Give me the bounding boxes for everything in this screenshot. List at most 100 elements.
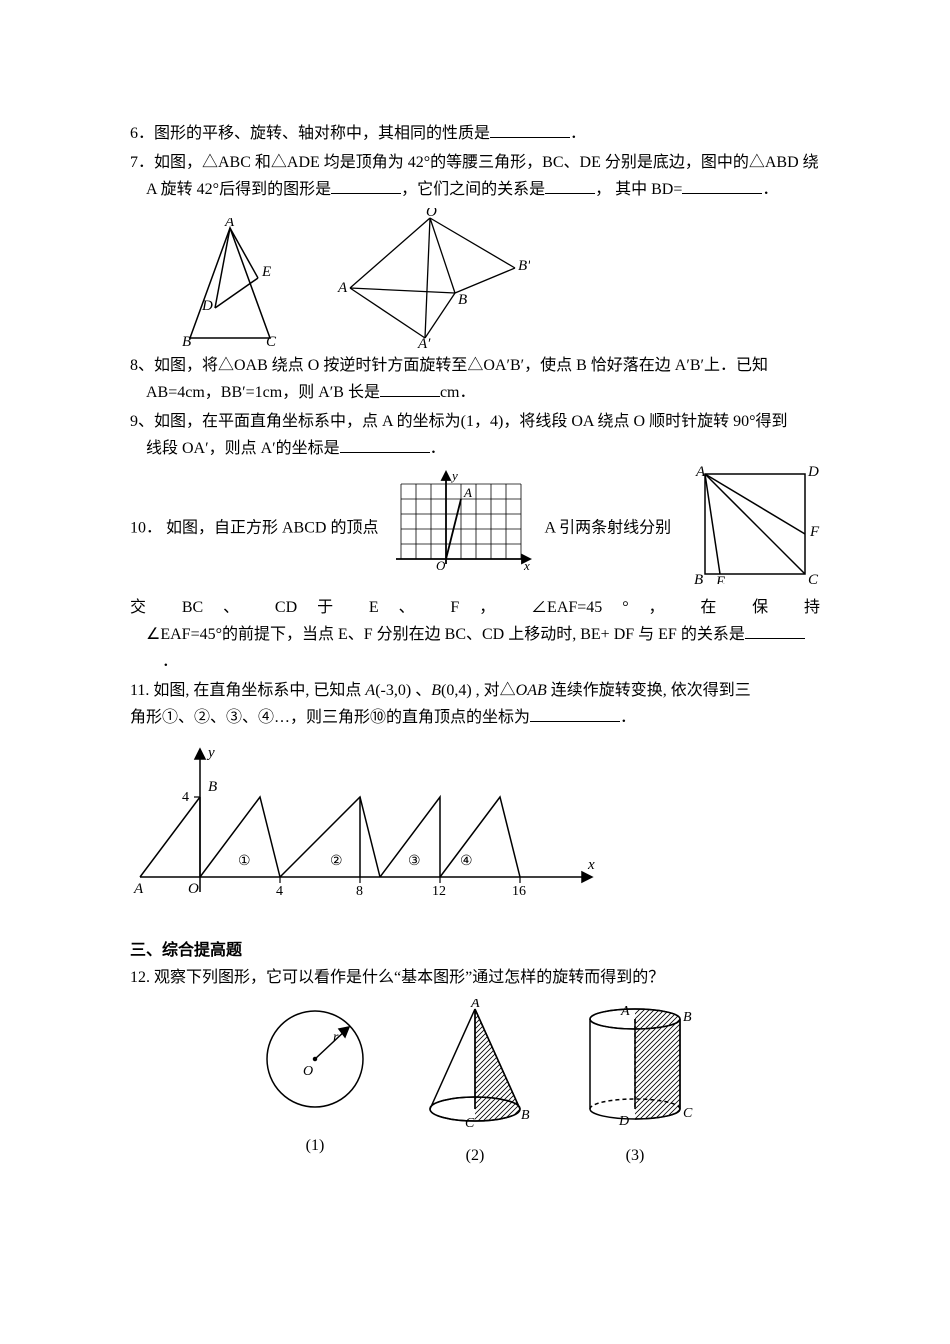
grid-y: y	[450, 468, 458, 483]
q12-fig2-svg: A B C	[415, 999, 535, 1129]
grid-x: x	[523, 558, 530, 573]
q10-p1b: A 引两条射线分别	[544, 520, 671, 537]
q11-OAB: OAB	[516, 682, 547, 699]
q12-fig1-svg: O r	[255, 999, 375, 1119]
lbl-A1: A′	[417, 336, 431, 348]
q11-l2a: 角形①、②、③、④…，则三角形⑩的直角顶点的坐标为	[130, 709, 530, 726]
ax-4l: 4	[182, 790, 189, 805]
sq-D: D	[807, 464, 819, 480]
q11-l1b: 连续作旋转变换, 依次得到三	[547, 682, 751, 699]
q12-figures: O r (1) A	[130, 999, 820, 1169]
sq-B: B	[694, 572, 703, 584]
q9-l2a: 线段 OA′，则点 A′的坐标是	[146, 440, 340, 457]
cap1: (1)	[255, 1132, 375, 1159]
q12-text: 12. 观察下列图形，它可以看作是什么“基本图形”通过怎样的旋转而得到的？	[130, 964, 820, 991]
lbl-B1: B′	[518, 258, 530, 274]
lbl-C: C	[266, 334, 277, 348]
f1-r: r	[333, 1030, 339, 1045]
question-10: A D B C E F 10． 如图，自正方形 ABCD 的顶点	[130, 464, 820, 675]
q10-p3a: ∠EAF=45°的前提下，当点 E、F 分别在边 BC、CD 上移动时, BE+…	[146, 626, 745, 643]
q9-line2: 线段 OA′，则点 A′的坐标是 ．	[130, 435, 820, 462]
section-3-title: 三、综合提高题	[130, 937, 820, 964]
f2-C: C	[465, 1116, 475, 1129]
q10-blank	[745, 622, 805, 639]
f3-C: C	[683, 1106, 693, 1121]
sq-C: C	[808, 572, 819, 584]
q11-line1: 11. 如图, 在直角坐标系中, 已知点 A(-3,0) 、B(0,4) , 对…	[130, 677, 820, 704]
q12-fig2: A B C (2)	[415, 999, 535, 1169]
question-7: 7．如图，△ABC 和△ADE 均是顶角为 42°的等腰三角形，BC、DE 分别…	[130, 149, 820, 203]
n2: ②	[330, 854, 343, 869]
q8-blank	[380, 380, 440, 397]
q7-l2b: ，它们之间的关系是	[401, 181, 545, 198]
lbl-D: D	[201, 298, 213, 314]
q7-l2d: ．	[762, 181, 778, 198]
q7-line2: A 旋转 42°后得到的图形是，它们之间的关系是， 其中 BD=．	[130, 176, 820, 203]
q10-p2b: BC 、 CD 于	[182, 599, 349, 616]
sq-E: E	[715, 574, 725, 584]
f3-B: B	[683, 1010, 692, 1025]
q7-figure-1: A B C D E	[170, 218, 290, 348]
sq-A: A	[695, 464, 706, 480]
q10-p2c: E 、 F ， ∠EAF=45 ° ， 在 保 持	[369, 599, 820, 616]
n1: ①	[238, 854, 251, 869]
q11-l2b: ．	[620, 709, 636, 726]
f3-A: A	[620, 1004, 630, 1019]
ax-x: x	[587, 857, 595, 873]
question-11: 11. 如图, 在直角坐标系中, 已知点 A(-3,0) 、B(0,4) , 对…	[130, 677, 820, 731]
q11-A: A	[365, 682, 375, 699]
q11-Bc: (0,4) , 对△	[441, 682, 516, 699]
ax-A: A	[133, 881, 144, 897]
q9-grid-figure: O x y A	[386, 464, 536, 584]
n3: ③	[408, 854, 421, 869]
question-12: 12. 观察下列图形，它可以看作是什么“基本图形”通过怎样的旋转而得到的？	[130, 964, 820, 991]
q9-l2b: ．	[430, 440, 446, 457]
q7-q8-figures: A B C D E O A B A′ B′	[170, 208, 820, 348]
q11-line2: 角形①、②、③、④…，则三角形⑩的直角顶点的坐标为 ．	[130, 704, 820, 731]
q7-line1: 7．如图，△ABC 和△ADE 均是顶角为 42°的等腰三角形，BC、DE 分别…	[130, 149, 820, 176]
q8-line1: 8、如图，将△OAB 绕点 O 按逆时针方面旋转至△OA′B′，使点 B 恰好落…	[130, 352, 820, 379]
q7-blank3	[682, 177, 762, 194]
t16: 16	[512, 884, 526, 899]
q9-grid-figure-wrap: O x y A	[386, 464, 536, 593]
q7-blank2	[545, 177, 595, 194]
q9-line1: 9、如图，在平面直角坐标系中，点 A 的坐标为(1，4)，将线段 OA 绕点 O…	[130, 408, 820, 435]
q10-line3: ∠EAF=45°的前提下，当点 E、F 分别在边 BC、CD 上移动时, BE+…	[130, 621, 820, 675]
lbl-B: B	[182, 334, 191, 348]
cap3: (3)	[575, 1142, 695, 1169]
q11-figure-wrap: ① ② ③ ④ x y O A B 4 4 8 12 16	[130, 737, 820, 916]
ax-B: B	[208, 779, 217, 795]
q10-p2a: 交	[130, 599, 162, 616]
q8-l2a: AB=4cm，BB′=1cm，则 A′B 长是	[146, 384, 380, 401]
q11-l1a: 11. 如图, 在直角坐标系中, 已知点	[130, 682, 365, 699]
question-9: 9、如图，在平面直角坐标系中，点 A 的坐标为(1，4)，将线段 OA 绕点 O…	[130, 408, 820, 462]
lbl-O: O	[426, 208, 437, 220]
q8-figure: O A B A′ B′	[330, 208, 530, 348]
q6-text-a: 6．图形的平移、旋转、轴对称中，其相同的性质是	[130, 125, 490, 142]
ax-O: O	[188, 881, 199, 897]
q7-blank1	[331, 177, 401, 194]
q9-blank	[340, 436, 430, 453]
q6-blank	[490, 121, 570, 138]
q12-fig1: O r (1)	[255, 999, 375, 1169]
q11-Ac: (-3,0) 、	[375, 682, 431, 699]
f3-D: D	[618, 1114, 629, 1129]
q11-figure: ① ② ③ ④ x y O A B 4 4 8 12 16	[130, 737, 600, 907]
question-6: 6．图形的平移、旋转、轴对称中，其相同的性质是 ．	[130, 120, 820, 147]
t8: 8	[356, 884, 363, 899]
q8-l2b: cm．	[440, 384, 476, 401]
q12-fig3: A B C D (3)	[575, 999, 695, 1169]
n4: ④	[460, 854, 473, 869]
q10-square-figure: A D B C E F	[690, 464, 820, 584]
t4: 4	[276, 884, 283, 899]
f1-O: O	[303, 1064, 313, 1079]
f2-B: B	[521, 1108, 530, 1123]
grid-A: A	[463, 485, 472, 500]
lbl-A: A	[337, 280, 348, 296]
lbl-B: B	[458, 292, 467, 308]
grid-O: O	[436, 558, 446, 573]
q11-B: B	[431, 682, 441, 699]
ax-y: y	[206, 745, 215, 761]
q12-fig3-svg: A B C D	[575, 999, 695, 1129]
q6-text-b: ．	[570, 125, 586, 142]
